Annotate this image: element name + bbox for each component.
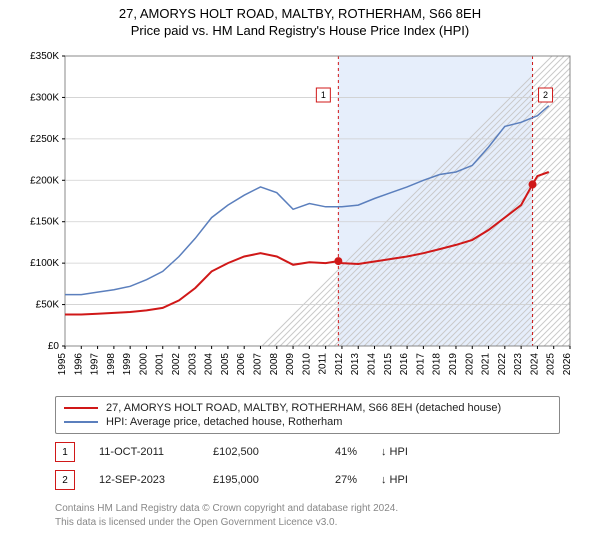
marker-pct: 41%: [317, 446, 357, 458]
svg-text:1: 1: [321, 90, 326, 100]
legend-swatch: [64, 407, 98, 409]
marker-number-box: 2: [55, 470, 75, 490]
svg-text:2018: 2018: [432, 353, 443, 376]
svg-text:£300K: £300K: [30, 92, 59, 103]
footer-line1: Contains HM Land Registry data © Crown c…: [55, 502, 560, 516]
marker-price: £195,000: [213, 474, 293, 486]
chart-svg: £0 £50K £100K £150K £200K £250K £300K £350K 1995…: [10, 46, 590, 386]
svg-text:2000: 2000: [138, 353, 149, 376]
footer-line2: This data is licensed under the Open Gov…: [55, 516, 560, 530]
svg-text:£150K: £150K: [30, 217, 59, 228]
svg-text:2015: 2015: [383, 353, 394, 376]
svg-text:2019: 2019: [448, 353, 459, 376]
marker-price: £102,500: [213, 446, 293, 458]
svg-text:1999: 1999: [122, 353, 133, 376]
marker-number-box: 1: [55, 442, 75, 462]
marker-hpi-indicator: ↓ HPI: [381, 446, 408, 458]
svg-text:1997: 1997: [90, 353, 101, 376]
svg-text:2: 2: [543, 90, 548, 100]
svg-text:2014: 2014: [367, 353, 378, 376]
svg-text:1995: 1995: [57, 353, 68, 376]
title-address: 27, AMORYS HOLT ROAD, MALTBY, ROTHERHAM,…: [0, 6, 600, 21]
footer: Contains HM Land Registry data © Crown c…: [55, 502, 560, 529]
svg-text:2026: 2026: [562, 353, 573, 376]
marker-date: 11-OCT-2011: [99, 446, 189, 458]
svg-text:1996: 1996: [73, 353, 84, 376]
title-subtitle: Price paid vs. HM Land Registry's House …: [0, 23, 600, 38]
svg-text:2023: 2023: [513, 353, 524, 376]
svg-text:2007: 2007: [252, 353, 263, 376]
svg-text:2009: 2009: [285, 353, 296, 376]
svg-text:2003: 2003: [187, 353, 198, 376]
svg-text:2020: 2020: [464, 353, 475, 376]
svg-text:2002: 2002: [171, 353, 182, 376]
chart-area: £0 £50K £100K £150K £200K £250K £300K £350K 1995…: [10, 46, 590, 386]
svg-text:2001: 2001: [155, 353, 166, 376]
legend-row: 27, AMORYS HOLT ROAD, MALTBY, ROTHERHAM,…: [64, 401, 551, 415]
legend-swatch: [64, 421, 98, 423]
chart-container: 27, AMORYS HOLT ROAD, MALTBY, ROTHERHAM,…: [0, 0, 600, 560]
marker-row: 1 11-OCT-2011 £102,500 41% ↓ HPI: [55, 442, 560, 462]
svg-text:2025: 2025: [546, 353, 557, 376]
marker-pct: 27%: [317, 474, 357, 486]
svg-text:2012: 2012: [334, 353, 345, 376]
svg-text:2022: 2022: [497, 353, 508, 376]
svg-text:2011: 2011: [318, 353, 329, 375]
svg-text:2006: 2006: [236, 353, 247, 376]
marker-table: 1 11-OCT-2011 £102,500 41% ↓ HPI 2 12-SEP-2023…: [0, 442, 600, 490]
svg-text:2004: 2004: [204, 353, 215, 376]
marker-date: 12-SEP-2023: [99, 474, 189, 486]
svg-text:1998: 1998: [106, 353, 117, 376]
svg-text:2021: 2021: [481, 353, 492, 376]
legend-label: 27, AMORYS HOLT ROAD, MALTBY, ROTHERHAM,…: [106, 402, 501, 414]
legend: 27, AMORYS HOLT ROAD, MALTBY, ROTHERHAM,…: [55, 396, 560, 434]
legend-row: HPI: Average price, detached house, Roth…: [64, 415, 551, 429]
marker-hpi-indicator: ↓ HPI: [381, 474, 408, 486]
svg-text:£100K: £100K: [30, 258, 59, 269]
svg-text:£200K: £200K: [30, 175, 59, 186]
svg-text:2010: 2010: [301, 353, 312, 376]
svg-text:2013: 2013: [350, 353, 361, 376]
svg-text:£50K: £50K: [36, 300, 60, 311]
svg-text:£250K: £250K: [30, 134, 59, 145]
title-block: 27, AMORYS HOLT ROAD, MALTBY, ROTHERHAM,…: [0, 0, 600, 38]
svg-text:2024: 2024: [529, 353, 540, 376]
svg-text:£0: £0: [48, 341, 60, 352]
svg-text:2017: 2017: [415, 353, 426, 376]
svg-text:£350K: £350K: [30, 51, 59, 62]
svg-text:2005: 2005: [220, 353, 231, 376]
legend-label: HPI: Average price, detached house, Roth…: [106, 416, 342, 428]
svg-text:2008: 2008: [269, 353, 280, 376]
marker-row: 2 12-SEP-2023 £195,000 27% ↓ HPI: [55, 470, 560, 490]
svg-text:2016: 2016: [399, 353, 410, 376]
